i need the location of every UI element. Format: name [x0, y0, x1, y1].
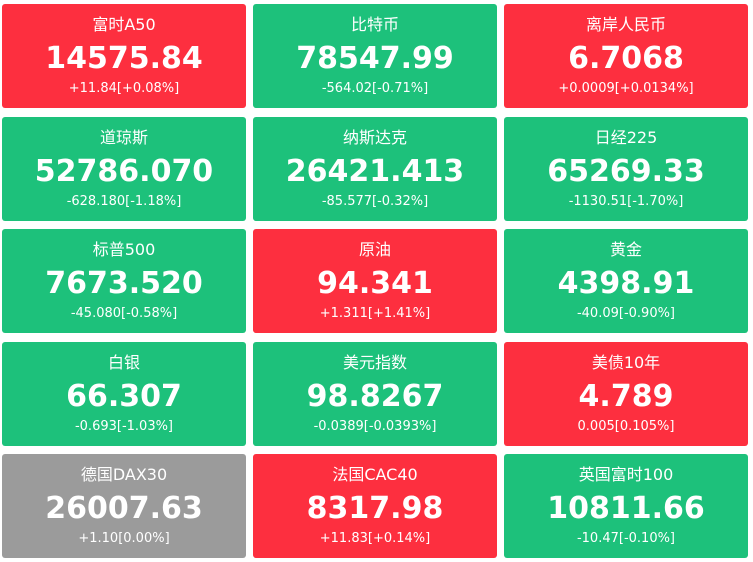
tile-change: -628.180[-1.18%] [66, 194, 182, 209]
market-tile[interactable]: 美元指数 98.8267 -0.0389[-0.0393%] [253, 342, 497, 446]
tile-change: -1130.51[-1.70%] [568, 194, 684, 209]
tile-name: 离岸人民币 [585, 15, 666, 34]
tile-price: 52786.070 [34, 154, 214, 189]
tile-price: 10811.66 [547, 491, 705, 526]
market-tile[interactable]: 白银 66.307 -0.693[-1.03%] [2, 342, 246, 446]
market-tile[interactable]: 富时A50 14575.84 +11.84[+0.08%] [2, 4, 246, 108]
tile-change: -40.09[-0.90%] [576, 306, 676, 321]
market-tile[interactable]: 比特币 78547.99 -564.02[-0.71%] [253, 4, 497, 108]
tile-name: 法国CAC40 [332, 465, 418, 484]
tile-change: -0.0389[-0.0393%] [313, 419, 437, 434]
market-tile[interactable]: 德国DAX30 26007.63 +1.10[0.00%] [2, 454, 246, 558]
tile-price: 94.341 [317, 266, 433, 301]
tile-change: -45.080[-0.58%] [70, 306, 178, 321]
tile-name: 日经225 [594, 128, 658, 147]
market-tile[interactable]: 英国富时100 10811.66 -10.47[-0.10%] [504, 454, 748, 558]
market-tile[interactable]: 日经225 65269.33 -1130.51[-1.70%] [504, 117, 748, 221]
tile-price: 4.789 [578, 379, 674, 414]
tile-price: 26421.413 [285, 154, 465, 189]
tile-price: 98.8267 [306, 379, 444, 414]
tile-change: +1.311[+1.41%] [319, 306, 431, 321]
market-tile[interactable]: 原油 94.341 +1.311[+1.41%] [253, 229, 497, 333]
tile-price: 66.307 [66, 379, 182, 414]
tile-name: 美债10年 [591, 353, 661, 372]
market-tile[interactable]: 美债10年 4.789 0.005[0.105%] [504, 342, 748, 446]
tile-name: 白银 [107, 353, 140, 372]
tile-name: 原油 [358, 240, 391, 259]
tile-name: 英国富时100 [578, 465, 674, 484]
tile-price: 8317.98 [306, 491, 444, 526]
tile-change: 0.005[0.105%] [577, 419, 675, 434]
tile-change: -0.693[-1.03%] [74, 419, 174, 434]
market-tile[interactable]: 纳斯达克 26421.413 -85.577[-0.32%] [253, 117, 497, 221]
market-tile[interactable]: 离岸人民币 6.7068 +0.0009[+0.0134%] [504, 4, 748, 108]
tile-change: +11.84[+0.08%] [68, 81, 180, 96]
tile-change: +0.0009[+0.0134%] [558, 81, 694, 96]
tile-price: 14575.84 [45, 41, 203, 76]
market-tile[interactable]: 道琼斯 52786.070 -628.180[-1.18%] [2, 117, 246, 221]
tile-price: 78547.99 [296, 41, 454, 76]
tile-price: 4398.91 [557, 266, 695, 301]
market-tile[interactable]: 法国CAC40 8317.98 +11.83[+0.14%] [253, 454, 497, 558]
market-tile[interactable]: 标普500 7673.520 -45.080[-0.58%] [2, 229, 246, 333]
tile-price: 6.7068 [568, 41, 684, 76]
tile-name: 美元指数 [342, 353, 407, 372]
tile-name: 黄金 [609, 240, 642, 259]
tile-change: +1.10[0.00%] [78, 531, 170, 546]
tile-change: +11.83[+0.14%] [319, 531, 431, 546]
tile-change: -10.47[-0.10%] [576, 531, 676, 546]
tile-price: 7673.520 [45, 266, 203, 301]
market-tile[interactable]: 黄金 4398.91 -40.09[-0.90%] [504, 229, 748, 333]
tile-price: 65269.33 [547, 154, 705, 189]
tile-price: 26007.63 [45, 491, 203, 526]
tile-name: 道琼斯 [99, 128, 148, 147]
tile-name: 德国DAX30 [80, 465, 168, 484]
tile-name: 比特币 [350, 15, 399, 34]
tile-name: 标普500 [92, 240, 156, 259]
tile-change: -85.577[-0.32%] [321, 194, 429, 209]
tile-name: 富时A50 [92, 15, 156, 34]
tile-change: -564.02[-0.71%] [321, 81, 429, 96]
tile-name: 纳斯达克 [342, 128, 407, 147]
